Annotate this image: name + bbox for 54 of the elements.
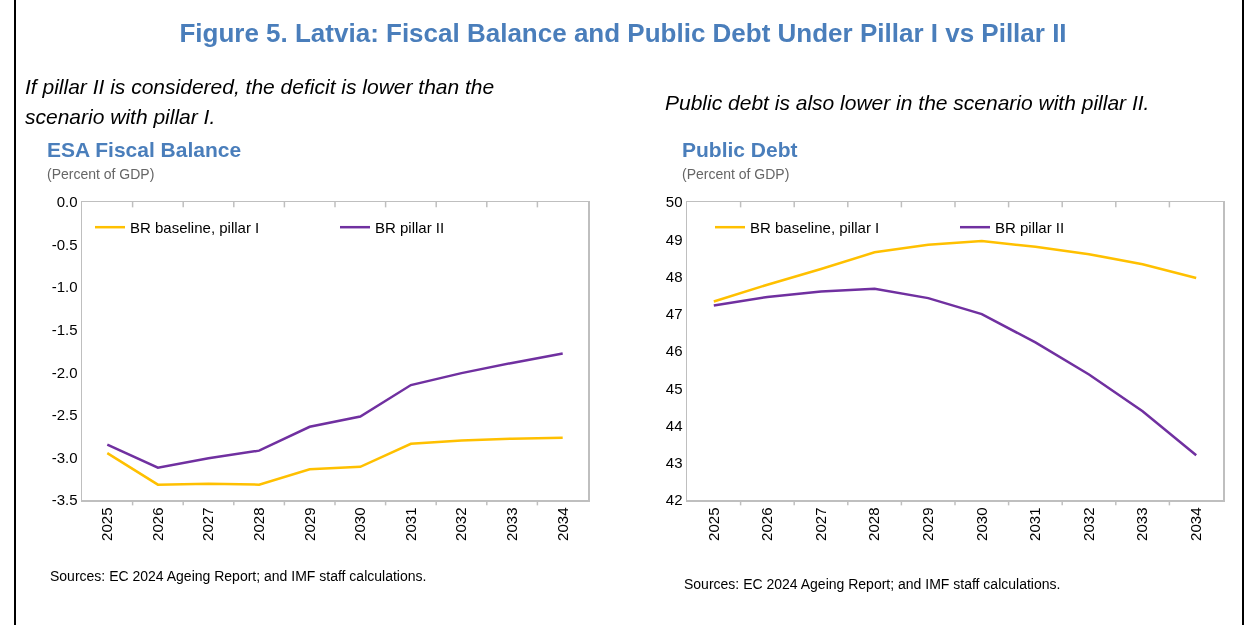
legend-label: BR baseline, pillar I [130,219,260,237]
x-tick-label: 2034 [1187,507,1205,541]
text: If pillar II is considered, the deficit is lower than the scenario with pillar I. [25,74,496,130]
y-tick-label: 50 [665,193,683,211]
y-tick-label: -2.0 [51,363,78,381]
x-tick-label: 2032 [1079,507,1097,541]
x-tick-label: 2028 [249,507,267,541]
chart-subtitle: (Percent of GDP) [682,166,790,182]
chart-title: Public Debt [682,138,798,162]
y-tick-label: -3.5 [51,491,78,509]
y-tick-label: -1.0 [51,278,78,296]
y-tick-label: 45 [665,379,683,397]
x-tick-label: 2030 [972,507,990,541]
y-tick-label: -1.5 [51,320,78,338]
x-tick-label: 2026 [758,507,776,541]
x-tick-label: 2027 [811,507,829,541]
source-note: Sources: EC 2024 Ageing Report; and IMF staff calculations. [50,568,427,584]
line-series [106,436,564,486]
x-tick-label: 2034 [553,507,571,541]
source-note: Sources: EC 2024 Ageing Report; and IMF staff calculations. [684,576,1061,592]
line-series [712,239,1198,303]
x-tick-label: 2029 [300,507,318,541]
y-tick-label: -2.5 [51,406,78,424]
y-tick-label: 43 [665,454,683,471]
x-tick-label: 2033 [502,507,520,541]
y-tick-label: -0.5 [51,235,78,253]
x-tick-label: 2025 [704,507,722,541]
y-tick-label: 48 [665,267,683,285]
text: Public debt is also lower in the scenario with pillar II. [665,90,1151,116]
y-tick-label: 0.0 [56,193,78,211]
y-tick-label: 44 [665,416,683,434]
x-tick-label: 2027 [199,507,217,541]
y-tick-label: 46 [665,342,683,360]
legend-label: BR pillar II [375,219,445,237]
y-tick-label: 49 [665,230,683,248]
chart-subtitle: (Percent of GDP) [47,166,155,182]
x-tick-label: 2029 [919,507,937,541]
legend-label: BR baseline, pillar I [750,219,880,237]
caption: Figure 5. Latvia: Fiscal Balance and Public Debt Under Pillar I vs Pillar II [178,18,1068,49]
x-tick-label: 2025 [98,507,116,541]
y-tick-label: -3.0 [51,448,78,466]
x-tick-label: 2030 [351,507,369,541]
legend-label: BR pillar II [995,219,1065,237]
line-series [106,352,564,469]
x-tick-label: 2026 [148,507,166,541]
x-tick-label: 2028 [865,507,883,541]
y-tick-label: 47 [665,305,683,322]
x-tick-label: 2033 [1133,507,1151,541]
chart-title: ESA Fiscal Balance [47,138,242,162]
x-tick-label: 2031 [401,507,419,541]
x-tick-label: 2032 [452,507,470,541]
y-tick-label: 42 [665,491,683,509]
line-series [712,287,1198,457]
x-tick-label: 2031 [1026,507,1044,541]
